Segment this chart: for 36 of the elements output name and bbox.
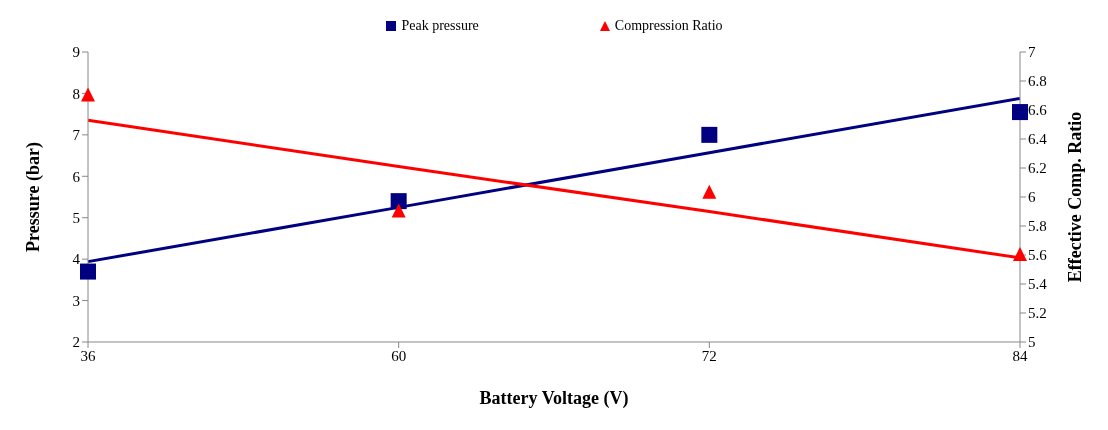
legend-label: Peak pressure [400, 18, 479, 34]
y2-tick-label: 5.2 [1028, 305, 1047, 322]
x-tick-label: 60 [391, 347, 407, 364]
y-axis-title: Pressure (bar) [23, 142, 45, 252]
y2-tick-label: 6.4 [1028, 131, 1048, 148]
y2-tick-label: 5 [1028, 334, 1036, 351]
y2-tick-label: 7 [1028, 44, 1036, 61]
point [1013, 247, 1027, 261]
x-axis-title: Battery Voltage (V) [479, 388, 629, 409]
x-tick-label: 84 [1012, 347, 1028, 364]
y-tick-label: 2 [72, 334, 80, 351]
y2-tick-label: 6.6 [1028, 102, 1048, 119]
x-tick-label: 36 [80, 347, 96, 364]
point [390, 193, 407, 210]
point [80, 263, 96, 280]
y-tick-label: 3 [72, 292, 80, 309]
point [702, 184, 717, 199]
point [81, 87, 95, 102]
y-tick-label: 9 [72, 44, 80, 61]
y2-tick-label: 5.8 [1028, 218, 1047, 235]
y2-tick-label: 6.8 [1028, 73, 1047, 90]
x-tick-label: 72 [701, 347, 717, 364]
y-tick-label: 5 [72, 210, 80, 227]
y-tick-label: 4 [72, 251, 81, 268]
y2-tick-label: 5.4 [1028, 276, 1048, 293]
y2-tick-label: 6.2 [1028, 160, 1047, 177]
y-tick-label: 7 [72, 127, 81, 144]
y-tick-label: 6 [72, 168, 81, 185]
y2-tick-label: 5.6 [1028, 247, 1048, 264]
y2-tick-label: 6 [1028, 189, 1036, 206]
y2-axis-title: Effective Comp. Ratio [1065, 111, 1086, 283]
point [391, 203, 406, 218]
legend-label: Compression Ratio [613, 18, 723, 34]
y-tick-label: 8 [72, 85, 80, 102]
point [1012, 104, 1028, 121]
point [701, 126, 718, 143]
